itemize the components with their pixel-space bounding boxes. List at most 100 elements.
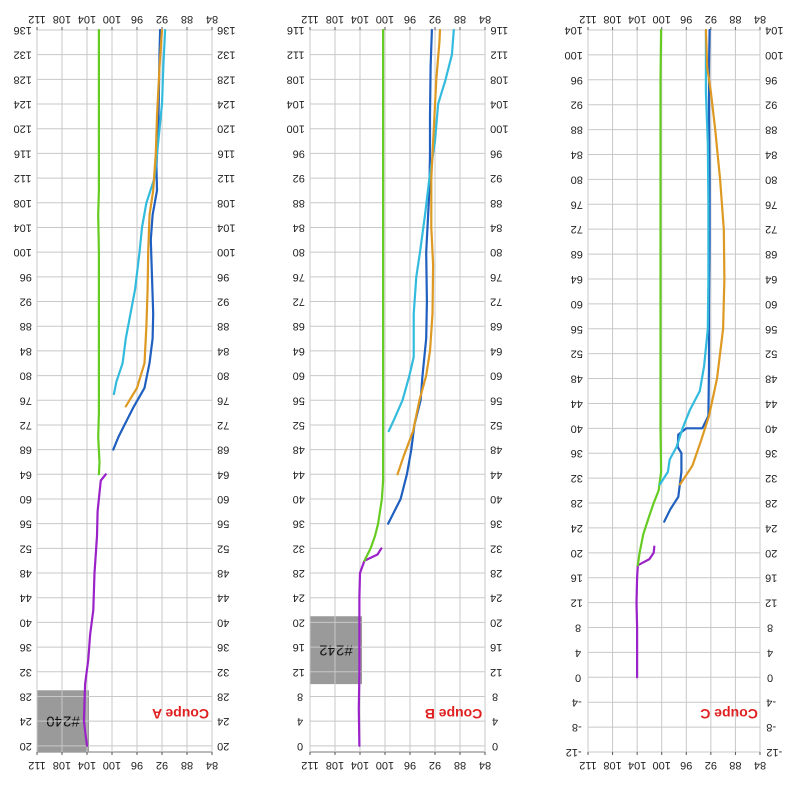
- series-line-cyan: [387, 28, 455, 433]
- y-tick-label-right: 116: [218, 147, 236, 159]
- y-tick-label-left: 84: [571, 148, 583, 160]
- y-tick-label-right: 12: [765, 597, 777, 609]
- x-tick-label-top: 108: [53, 13, 71, 25]
- y-tick-label-left: 64: [20, 468, 32, 480]
- y-tick-label-right: 8: [767, 622, 773, 634]
- y-tick-label-left: 92: [293, 172, 305, 184]
- x-tick-label-bottom: 108: [326, 759, 344, 771]
- y-tick-label-right: 20: [490, 616, 502, 628]
- y-tick-label-right: 80: [765, 173, 777, 185]
- x-tick-label-top: 92: [705, 13, 717, 25]
- y-tick-label-left: 24: [293, 592, 305, 604]
- y-tick-label-left: 56: [293, 394, 305, 406]
- y-tick-label-left: 108: [287, 73, 305, 85]
- x-tick-label-bottom: 84: [479, 759, 491, 771]
- y-tick-label-left: 116: [287, 24, 305, 36]
- x-tick-label-top: 88: [181, 13, 193, 25]
- y-tick-label-right: 36: [217, 641, 229, 653]
- x-tick-label-top: 100: [103, 13, 121, 25]
- x-tick-label-bottom: 88: [729, 759, 741, 771]
- y-tick-label-left: 20: [571, 547, 583, 559]
- y-tick-label-left: 64: [293, 345, 305, 357]
- y-tick-label-left: 52: [571, 348, 583, 360]
- y-tick-label-left: 128: [14, 73, 32, 85]
- panel-label: Coupe C: [700, 706, 758, 722]
- y-tick-label-left: 16: [571, 572, 583, 584]
- y-tick-label-right: 84: [217, 345, 229, 357]
- y-tick-label-left: 44: [293, 468, 305, 480]
- y-tick-label-left: 104: [287, 98, 305, 110]
- series-line-purple: [357, 547, 383, 747]
- y-tick-label-right: 116: [491, 24, 509, 36]
- x-tick-label-top: 92: [429, 13, 441, 25]
- x-tick-label-bottom: 96: [404, 759, 416, 771]
- x-tick-label-top: 92: [156, 13, 168, 25]
- y-tick-label-right: 20: [217, 740, 229, 752]
- y-tick-label-left: 32: [20, 666, 32, 678]
- x-tick-label-top: 96: [131, 13, 143, 25]
- x-tick-label-top: 104: [628, 13, 646, 25]
- x-tick-label-bottom: 108: [53, 759, 71, 771]
- x-tick-label-top: 112: [579, 13, 597, 25]
- y-tick-label-right: 84: [490, 221, 502, 233]
- y-tick-label-right: 92: [490, 172, 502, 184]
- y-tick-label-left: 84: [20, 345, 32, 357]
- y-tick-label-right: 100: [490, 123, 508, 135]
- y-tick-label-right: 16: [765, 572, 777, 584]
- y-tick-label-left: 136: [14, 24, 32, 36]
- y-tick-label-right: 72: [217, 419, 229, 431]
- y-tick-label-right: 84: [765, 148, 777, 160]
- y-tick-label-right: 52: [217, 542, 229, 554]
- y-tick-label-left: 32: [293, 542, 305, 554]
- y-tick-label-left: 132: [14, 49, 32, 61]
- y-tick-label-left: 40: [20, 616, 32, 628]
- y-tick-label-right: -12: [766, 746, 782, 758]
- panel-b: #242848488889292969610010010410410810811…: [287, 13, 509, 771]
- y-tick-label-right: 88: [490, 197, 502, 209]
- y-tick-label-right: 48: [765, 373, 777, 385]
- y-tick-label-left: 68: [293, 320, 305, 332]
- y-tick-label-right: -8: [766, 721, 776, 733]
- y-tick-label-left: 0: [575, 671, 581, 683]
- y-tick-label-right: 112: [218, 172, 236, 184]
- x-tick-label-bottom: 104: [628, 759, 646, 771]
- y-tick-label-left: 96: [293, 147, 305, 159]
- y-tick-label-right: 92: [765, 99, 777, 111]
- series-line-orange: [396, 28, 442, 476]
- y-tick-label-left: 60: [571, 298, 583, 310]
- y-tick-label-left: 100: [287, 123, 305, 135]
- x-tick-label-bottom: 100: [653, 759, 671, 771]
- x-tick-label-bottom: 112: [301, 759, 319, 771]
- series-line-green: [636, 28, 663, 567]
- y-tick-label-right: 44: [765, 397, 777, 409]
- y-tick-label-left: 80: [293, 246, 305, 258]
- y-tick-label-left: 112: [287, 49, 305, 61]
- y-tick-label-left: 44: [20, 592, 32, 604]
- y-tick-label-right: 120: [217, 123, 235, 135]
- y-tick-label-left: 120: [14, 123, 32, 135]
- y-tick-label-right: 48: [490, 444, 502, 456]
- sample-box: [310, 616, 362, 685]
- y-tick-label-left: 24: [20, 715, 32, 727]
- x-tick-label-top: 100: [376, 13, 394, 25]
- y-tick-label-right: 104: [765, 24, 783, 36]
- y-tick-label-left: 4: [297, 715, 303, 727]
- y-tick-label-left: -12: [566, 746, 582, 758]
- y-tick-label-right: 104: [217, 221, 235, 233]
- y-tick-label-right: 128: [217, 73, 235, 85]
- y-tick-label-left: 40: [571, 422, 583, 434]
- y-tick-label-right: 76: [217, 394, 229, 406]
- x-tick-label-bottom: 92: [705, 759, 717, 771]
- series-line-cyan: [112, 28, 167, 396]
- y-tick-label-left: 112: [14, 172, 32, 184]
- y-tick-label-right: 80: [490, 246, 502, 258]
- y-tick-label-left: 116: [14, 147, 32, 159]
- x-tick-label-top: 104: [78, 13, 96, 25]
- series-line-blue: [387, 28, 433, 525]
- y-tick-label-left: 68: [20, 444, 32, 456]
- x-tick-label-top: 104: [351, 13, 369, 25]
- y-tick-label-right: 0: [492, 740, 498, 752]
- y-tick-label-left: 104: [14, 221, 32, 233]
- y-tick-label-left: 28: [293, 567, 305, 579]
- series-line-blue: [112, 28, 162, 451]
